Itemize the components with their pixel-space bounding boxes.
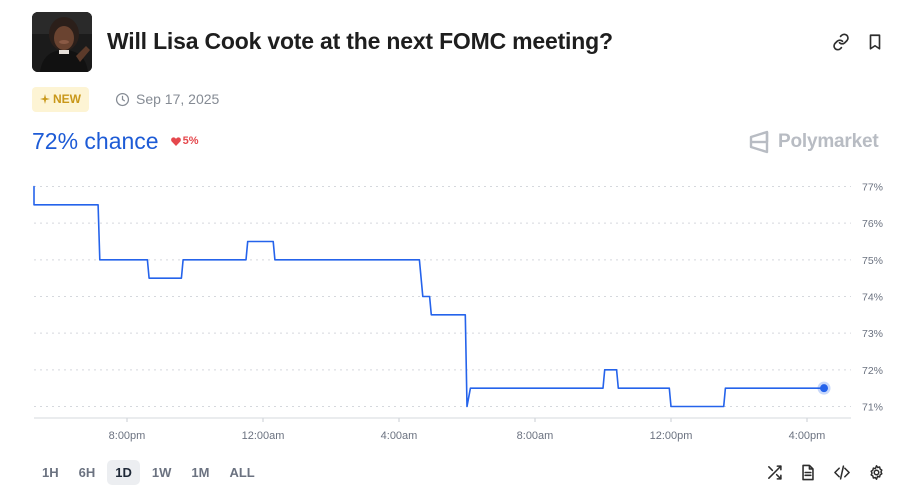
settings-button[interactable] [864,460,888,484]
range-all[interactable]: ALL [229,464,255,480]
link-icon [833,33,849,51]
chance-value: 72% chance [32,127,159,154]
chance-change: 5% [170,135,199,147]
rules-button[interactable] [796,460,820,484]
y-tick-label: 76% [862,218,883,230]
shuffle-icon [767,464,782,480]
market-avatar [32,12,92,72]
chart-last-point [817,381,831,395]
new-badge-label: NEW [53,92,81,106]
range-1h[interactable]: 1H [42,464,59,480]
code-icon [834,464,850,480]
x-tick-label: 12:00am [242,430,285,442]
gear-icon [869,464,883,480]
embed-button[interactable] [830,460,854,484]
range-6h[interactable]: 6H [78,464,96,480]
portrait-image [32,12,92,72]
shuffle-button[interactable] [762,460,786,484]
y-tick-label: 75% [862,255,883,267]
bookmark-button[interactable] [863,30,887,54]
last-point-dot [820,384,828,393]
new-badge: NEW [32,86,89,112]
x-axis-ticks: 8:00pm 12:00am 4:00am 8:00am 12:00pm 4:00pm [109,418,826,442]
y-tick-label: 77% [862,182,883,194]
x-tick-label: 4:00am [381,430,418,442]
x-tick-label: 12:00pm [650,430,693,442]
range-1w[interactable]: 1W [151,464,172,480]
sparkle-icon [40,94,50,104]
polymarket-brand: Polymarket [748,130,879,154]
market-meta: NEW Sep 17, 2025 [32,86,219,112]
price-chart[interactable]: 77% 76% 75% 74% 73% 72% 71% 8:00pm 12:00am 4:00a… [0,160,900,450]
market-title: Will Lisa Cook vote at the next FOMC mee… [107,28,613,54]
y-tick-label: 72% [862,365,883,377]
y-axis-ticks: 77% 76% 75% 74% 73% 72% 71% [862,182,883,414]
y-tick-label: 74% [862,292,883,304]
market-date: Sep 17, 2025 [115,91,219,107]
polymarket-logo-icon [749,130,769,154]
chance-change-value: 5% [182,135,199,147]
x-tick-label: 8:00pm [109,430,146,442]
chart-tools [762,460,888,484]
document-icon [802,464,814,480]
heart-icon [170,136,181,146]
time-range-selector: 1H 6H 1D 1W 1M ALL [34,459,263,485]
market-header: Will Lisa Cook vote at the next FOMC mee… [32,12,892,72]
range-1m[interactable]: 1M [191,464,210,480]
x-tick-label: 8:00am [517,430,554,442]
range-1d[interactable]: 1D [107,459,140,485]
chance-row: 72% chance 5% [32,126,199,156]
bookmark-icon [869,34,881,50]
brand-name: Polymarket [778,131,879,152]
chart-grid [34,186,851,407]
x-tick-label: 4:00pm [789,430,826,442]
clock-icon [115,92,130,106]
copy-link-button[interactable] [829,30,853,54]
y-tick-label: 71% [862,402,883,414]
y-tick-label: 73% [862,328,883,340]
chart-series-line [33,185,824,408]
market-date-label: Sep 17, 2025 [136,91,220,107]
